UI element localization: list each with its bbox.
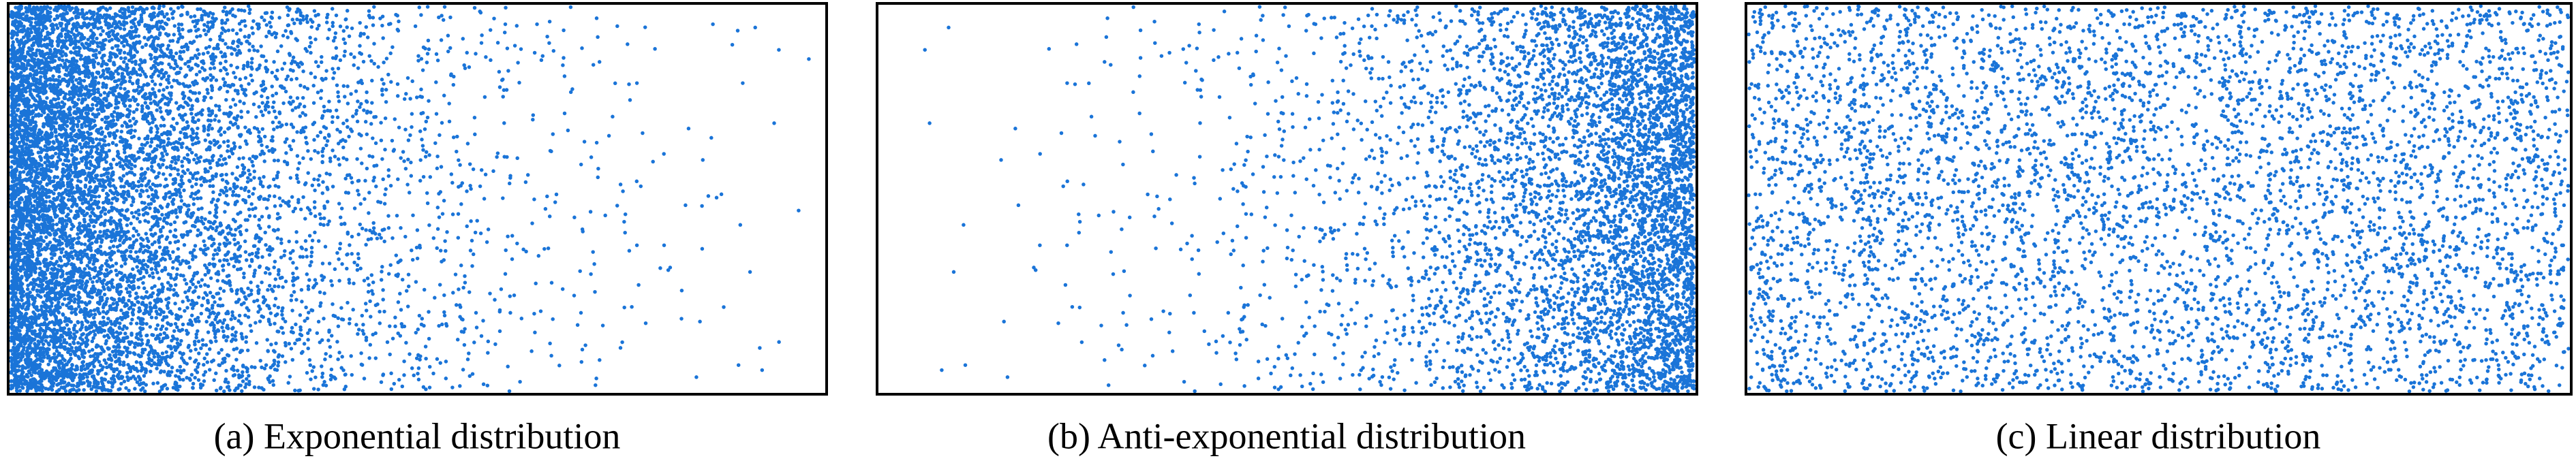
caption: (c) Linear distribution bbox=[1996, 415, 2321, 456]
panel-frame bbox=[7, 2, 828, 396]
panel-frame bbox=[1745, 2, 2573, 396]
scatter-texture bbox=[9, 4, 811, 394]
panel: (a) Exponential distribution bbox=[7, 2, 828, 456]
caption: (a) Exponential distribution bbox=[214, 415, 621, 456]
panel: (c) Linear distribution bbox=[1745, 2, 2573, 456]
panel-frame bbox=[876, 2, 1698, 396]
scatter-texture bbox=[923, 4, 1696, 394]
scatter-texture bbox=[1747, 4, 2571, 394]
caption: (b) Anti-exponential distribution bbox=[1047, 415, 1526, 456]
panel: (b) Anti-exponential distribution bbox=[876, 2, 1698, 456]
